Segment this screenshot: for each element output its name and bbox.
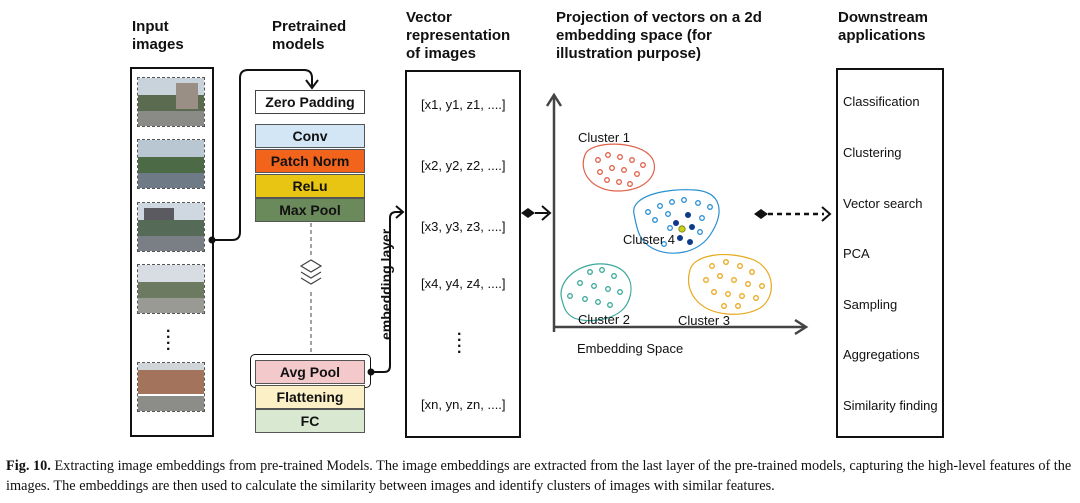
arrowhead-right-icon <box>821 206 832 222</box>
arrowhead-right-icon <box>541 205 552 221</box>
diamond-connector-icon <box>521 208 535 218</box>
conv-layer: Conv <box>255 124 365 148</box>
cluster-4 <box>633 189 720 254</box>
max-pool-layer: Max Pool <box>255 198 365 222</box>
street-image-thumbnail <box>137 362 205 412</box>
pretrained-models-header: Pretrained models <box>272 18 347 53</box>
street-image-thumbnail <box>137 202 205 252</box>
cluster-1-label: Cluster 1 <box>578 130 631 145</box>
vector-representation-header: Vector representation of images <box>406 9 511 62</box>
projection-header: Projection of vectors on a 2d embedding … <box>556 9 762 62</box>
cluster-2 <box>560 263 632 322</box>
vector-row: [x2, y2, z2, ....] <box>421 158 506 173</box>
fc-layer: FC <box>255 409 365 433</box>
model-to-vectors-connector <box>371 211 402 373</box>
cluster-4-label: Cluster 4 <box>623 232 676 247</box>
connector-dot <box>208 236 216 244</box>
caption-label: Fig. 10. <box>6 458 51 474</box>
embedding-axes <box>545 92 809 336</box>
input-to-model-connector <box>212 69 313 241</box>
downstream-header: Downstream applications <box>838 9 929 44</box>
arrowhead-down-icon <box>305 79 319 90</box>
vector-row: [x1, y1, z1, ....] <box>421 97 506 112</box>
application-item: Similarity finding <box>843 398 938 413</box>
more-vectors-dots: · · · · <box>457 326 463 361</box>
zero-padding-layer: Zero Padding <box>255 90 365 114</box>
application-item: Clustering <box>843 145 902 160</box>
flattening-layer: Flattening <box>255 385 365 409</box>
cluster-4-centroid <box>678 225 686 233</box>
application-item: Aggregations <box>843 347 920 362</box>
avg-pool-layer: Avg Pool <box>255 360 365 384</box>
application-item: Sampling <box>843 297 898 312</box>
street-image-thumbnail <box>137 264 205 314</box>
figure-caption: Fig. 10. Extracting image embeddings fro… <box>6 456 1074 496</box>
more-images-dots: · · · · <box>166 323 172 358</box>
application-item: PCA <box>843 246 870 261</box>
street-image-thumbnail <box>137 139 205 189</box>
patch-norm-layer: Patch Norm <box>255 149 365 173</box>
cluster-3 <box>687 253 772 315</box>
cluster-3-label: Cluster 3 <box>678 313 731 328</box>
vector-row: [x3, y3, z3, ....] <box>421 219 506 234</box>
relu-layer: ReLu <box>255 174 365 198</box>
cluster-1 <box>582 143 656 192</box>
input-images-header: Input images <box>132 18 184 53</box>
vector-row: [x4, y4, z4, ....] <box>421 276 506 291</box>
caption-text: Extracting image embeddings from pre-tra… <box>6 458 1072 494</box>
embedding-space-label: Embedding Space <box>577 341 684 356</box>
input-images-panel: · · · · <box>130 67 214 437</box>
applications-panel <box>836 68 944 438</box>
cluster-2-label: Cluster 2 <box>578 312 631 327</box>
arrowhead-right-icon <box>395 205 405 219</box>
application-item: Classification <box>843 94 920 109</box>
vector-panel <box>405 70 521 438</box>
application-item: Vector search <box>843 196 923 211</box>
stacked-layers-icon <box>299 259 323 285</box>
vector-row: [xn, yn, zn, ....] <box>421 397 506 412</box>
street-image-thumbnail <box>137 77 205 127</box>
diamond-connector-icon <box>754 209 768 219</box>
